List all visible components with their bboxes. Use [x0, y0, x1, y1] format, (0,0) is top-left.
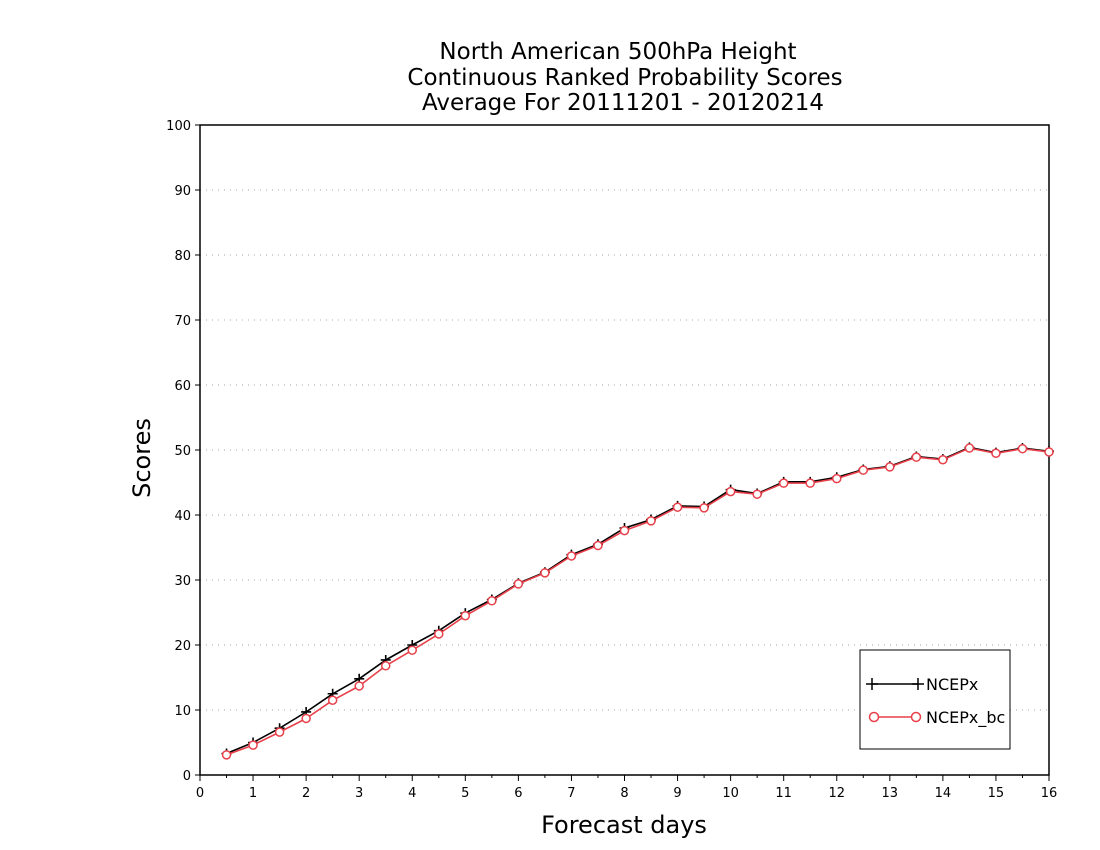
- series-layer: [221, 442, 1054, 760]
- data-point-ncepx-bc: [248, 740, 258, 750]
- data-point-ncepx-bc: [752, 489, 762, 499]
- y-tick-label: 70: [174, 314, 191, 329]
- y-tick-label: 50: [174, 444, 191, 459]
- legend-box: [859, 649, 1011, 750]
- data-point-ncepx-bc: [885, 462, 895, 472]
- y-axis-label: Scores: [128, 418, 156, 498]
- legend-marker-ncepx-bc-right: [910, 711, 922, 723]
- x-tick-label: 2: [302, 786, 310, 801]
- data-point-ncepx-bc: [274, 727, 285, 737]
- y-axis: 0 10 20 30 40 50 60 70 80 90 100: [166, 119, 200, 784]
- x-tick-label: 7: [567, 786, 575, 801]
- y-tick-label: 60: [174, 379, 191, 394]
- legend-marker-ncepx: [866, 678, 924, 690]
- x-tick-label: 13: [882, 786, 899, 801]
- legend-label-ncepx: NCEPx: [926, 675, 978, 694]
- y-tick-label: 30: [174, 574, 191, 589]
- chart-title-line-2: Continuous Ranked Probability Scores: [407, 65, 842, 91]
- x-tick-label: 15: [988, 786, 1005, 801]
- x-tick-label: 1: [249, 786, 257, 801]
- y-tick-label: 80: [174, 249, 191, 264]
- data-point-ncepx-bc: [832, 473, 842, 484]
- y-tick-label: 10: [174, 704, 191, 719]
- y-tick-label: 100: [166, 119, 191, 134]
- data-point-ncepx-bc: [593, 540, 603, 551]
- x-axis-label: Forecast days: [541, 811, 707, 839]
- data-point-ncepx-bc: [460, 611, 471, 621]
- y-tick-label: 0: [183, 769, 191, 784]
- data-point-ncepx-bc: [672, 502, 683, 512]
- y-tick-label: 40: [174, 509, 191, 524]
- x-tick-label: 12: [828, 786, 845, 801]
- x-tick-label: 8: [620, 786, 628, 801]
- data-point-ncepx-bc: [938, 455, 948, 465]
- chart-title: North American 500hPa Height Continuous …: [407, 39, 842, 116]
- x-tick-label: 9: [673, 786, 681, 801]
- x-tick-label: 16: [1041, 786, 1058, 801]
- data-point-ncepx-bc: [725, 486, 736, 497]
- data-point-ncepx-bc: [699, 503, 709, 513]
- series-ncepx-bc: [221, 443, 1054, 760]
- x-tick-label: 10: [722, 786, 739, 801]
- chart-title-line-3: Average For 20111201 - 20120214: [422, 90, 824, 116]
- data-point-ncepx-bc: [434, 629, 444, 639]
- series-line-ncepx-bc: [226, 447, 1050, 756]
- x-tick-label: 4: [408, 786, 416, 801]
- data-point-ncepx-bc: [778, 478, 789, 488]
- data-point-ncepx-bc: [221, 750, 232, 760]
- data-point-ncepx-bc: [380, 661, 391, 671]
- data-point-ncepx-bc: [858, 465, 869, 475]
- data-point-ncepx-bc: [327, 695, 338, 705]
- legend: NCEPx NCEPx_bc: [859, 649, 1011, 750]
- x-tick-label: 14: [935, 786, 952, 801]
- y-tick-label: 90: [174, 184, 191, 199]
- x-tick-label: 6: [514, 786, 522, 801]
- y-tick-label: 20: [174, 639, 191, 654]
- data-point-ncepx-bc: [964, 443, 975, 453]
- x-axis: 0 1 2 3 4 5 6 7 8 9 10 11 12 13 14 15 16: [196, 775, 1057, 801]
- data-point-ncepx-bc: [354, 681, 364, 691]
- data-point-ncepx-bc: [805, 478, 815, 488]
- data-point-ncepx-bc: [646, 516, 656, 526]
- data-point-ncepx-bc: [301, 713, 311, 724]
- data-point-ncepx-bc: [991, 448, 1001, 458]
- legend-label-ncepx-bc: NCEPx_bc: [926, 708, 1005, 728]
- data-point-ncepx-bc: [1017, 443, 1028, 454]
- chart-title-line-1: North American 500hPa Height: [439, 39, 796, 65]
- data-point-ncepx-bc: [911, 452, 922, 462]
- data-point-ncepx-bc: [487, 596, 497, 606]
- data-point-ncepx-bc: [513, 579, 524, 589]
- x-tick-label: 0: [196, 786, 204, 801]
- x-tick-label: 5: [461, 786, 469, 801]
- data-point-ncepx-bc: [540, 568, 550, 578]
- data-point-ncepx-bc: [566, 551, 577, 561]
- x-tick-label: 11: [775, 786, 792, 801]
- x-tick-label: 3: [355, 786, 363, 801]
- legend-marker-ncepx-bc-left: [868, 711, 880, 723]
- gridlines: [200, 189, 1049, 711]
- data-point-ncepx-bc: [619, 525, 630, 536]
- data-point-ncepx-bc: [1044, 447, 1054, 457]
- data-point-ncepx-bc: [407, 645, 417, 655]
